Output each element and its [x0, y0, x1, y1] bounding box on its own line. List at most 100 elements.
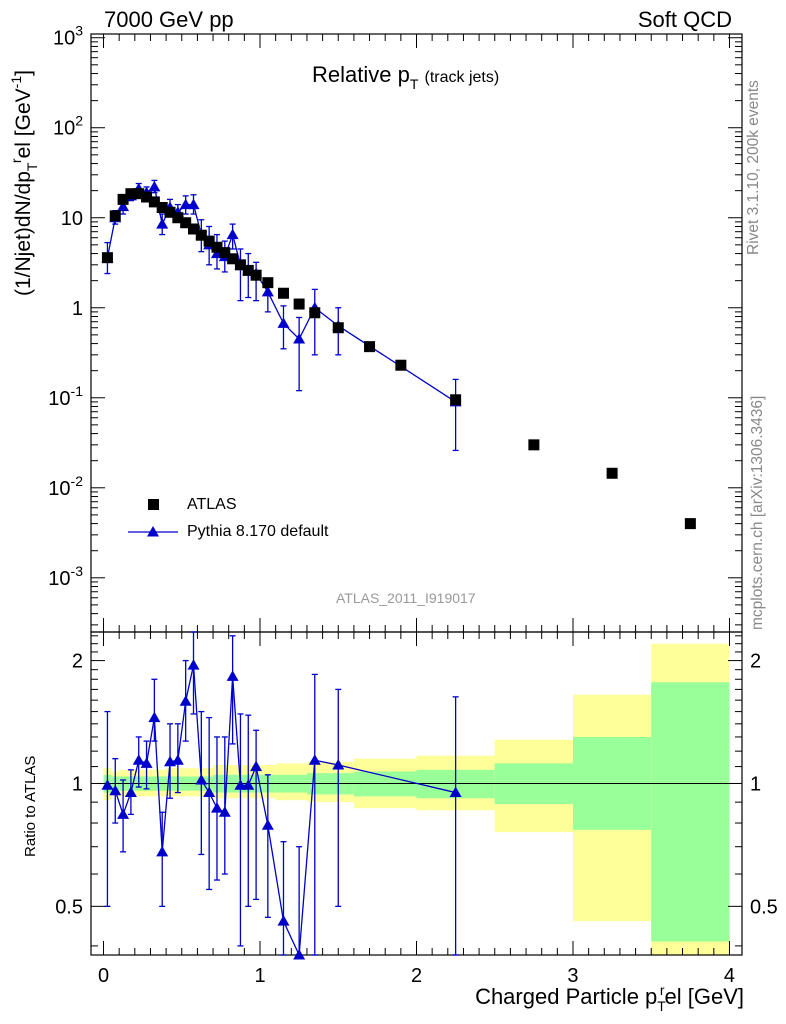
ratio-mc-point [261, 819, 274, 830]
atlas-point [148, 196, 160, 208]
atlas-point [141, 191, 153, 203]
ratio-mc-point [109, 784, 122, 796]
y-tick-label: 10 [61, 208, 83, 230]
atlas-point [117, 193, 129, 205]
legend-atlas-marker [148, 499, 159, 510]
ratio-y-tick-label: 1 [72, 773, 83, 795]
atlas-point [188, 223, 200, 235]
y-label-b: el [GeV [12, 88, 35, 159]
y-tick-label: 1 [72, 298, 83, 320]
atlas-point [156, 201, 168, 213]
ratio-mc-point [293, 949, 306, 960]
legend-pythia-label: Pythia 8.170 default [187, 523, 329, 540]
atlas-point [125, 188, 137, 200]
ratio-y-tick-label-right: 2 [750, 651, 761, 673]
ratio-mc-point [218, 806, 231, 817]
y-tick-label: 10-3 [48, 563, 83, 590]
y-tick-label: 102 [53, 113, 83, 140]
legend-pythia-marker [147, 526, 159, 537]
x-label-a: Charged Particle p [475, 984, 658, 1009]
ratio-y-tick-label-right: 1 [750, 773, 761, 795]
ratio-mc-point [179, 695, 192, 706]
plot-title-sub: T [409, 76, 419, 92]
header-right: Soft QCD [637, 7, 732, 32]
ratio-mc-line [107, 664, 456, 958]
mc-point [156, 218, 169, 229]
x-label-b: el [GeV] [664, 984, 744, 1009]
ratio-mc-point [203, 786, 216, 798]
mc-point [148, 180, 161, 192]
ratio-mc-point [449, 786, 462, 798]
y-axis-label: (1/Njet)dN/dpTrel [GeV-1] [8, 70, 40, 296]
atlas-point [242, 264, 254, 276]
atlas-point [203, 235, 215, 247]
plot-title-main: Relative p [312, 62, 410, 87]
x-tick-label: 0 [98, 965, 109, 987]
atlas-point [250, 269, 262, 281]
mc-point [226, 228, 239, 240]
ratio-mc-point [124, 786, 137, 798]
ratio-y-tick-label: 2 [72, 651, 83, 673]
ratio-band-inner-11 [651, 682, 730, 942]
x-label-sup-r: r [659, 982, 665, 998]
ratio-mc-point [132, 754, 145, 765]
mc-point [293, 332, 306, 344]
x-tick-label: 2 [411, 965, 422, 987]
header-left: 7000 GeV pp [104, 7, 234, 32]
atlas-point [219, 247, 231, 259]
ratio-uncertainty-bands [91, 643, 742, 955]
atlas-point [309, 307, 321, 319]
mc-point [117, 200, 130, 212]
ratio-mc-point [308, 754, 321, 765]
mc-point [277, 317, 290, 328]
atlas-point [450, 394, 462, 406]
ratio-axis-label: Ratio to ATLAS [22, 755, 39, 857]
ratio-mc-point [171, 754, 184, 765]
mc-point [261, 285, 274, 297]
analysis-label: ATLAS_2011_I919017 [336, 590, 476, 606]
y-label-a: (1/Njet)dN/dp [12, 171, 35, 296]
atlas-point [293, 298, 305, 310]
atlas-point [172, 212, 184, 224]
x-label-sub-T: T [657, 998, 666, 1014]
ratio-mc-point [250, 760, 263, 772]
atlas-point [606, 467, 618, 479]
axis-ticks: 0 1 2 3 4 10-3 10-2 10-1 1 10 102 103 0.5 0.5 1 1 2 2 [48, 23, 778, 987]
atlas-point [262, 277, 274, 289]
x-axis-label: Charged Particle pTrel [GeV] [475, 982, 744, 1014]
plot-title-suffix: (track jets) [424, 69, 500, 86]
y-tick-label: 103 [53, 23, 83, 50]
atlas-point [180, 217, 192, 229]
mcplots-label: mcplots.cern.ch [arXiv:1306.3436] [749, 395, 766, 630]
atlas-point [211, 241, 223, 253]
y-label-c: ] [12, 70, 35, 76]
atlas-point [684, 518, 696, 530]
ratio-mc-point [234, 779, 247, 790]
y-label-sup-m1: -1 [8, 75, 24, 89]
ratio-y-tick-label: 0.5 [55, 896, 83, 918]
ratio-mc-point [148, 711, 161, 723]
y-tick-label: 10-2 [48, 473, 83, 500]
ratio-y-tick-label-right: 0.5 [750, 896, 778, 918]
mc-point [187, 198, 200, 210]
atlas-point [164, 206, 176, 218]
data-marks [101, 179, 696, 960]
y-tick-label: 10-1 [48, 383, 83, 410]
x-tick-label: 1 [254, 965, 265, 987]
x-tick-label: 3 [567, 965, 578, 987]
ratio-mc-point [277, 915, 290, 926]
plot-title: Relative pT (track jets) [312, 62, 500, 92]
atlas-point [227, 253, 239, 265]
ratio-mc-point [117, 808, 130, 819]
ratio-mc-point [242, 779, 255, 790]
atlas-point [234, 259, 246, 271]
ratio-mc-point [187, 659, 200, 670]
ratio-mc-point [226, 670, 239, 681]
ratio-mc-point [156, 845, 169, 857]
atlas-point [101, 252, 113, 264]
atlas-point [364, 341, 376, 353]
atlas-point [528, 439, 540, 451]
ratio-mc-point [101, 779, 114, 790]
main-plot-frame [90, 33, 743, 633]
